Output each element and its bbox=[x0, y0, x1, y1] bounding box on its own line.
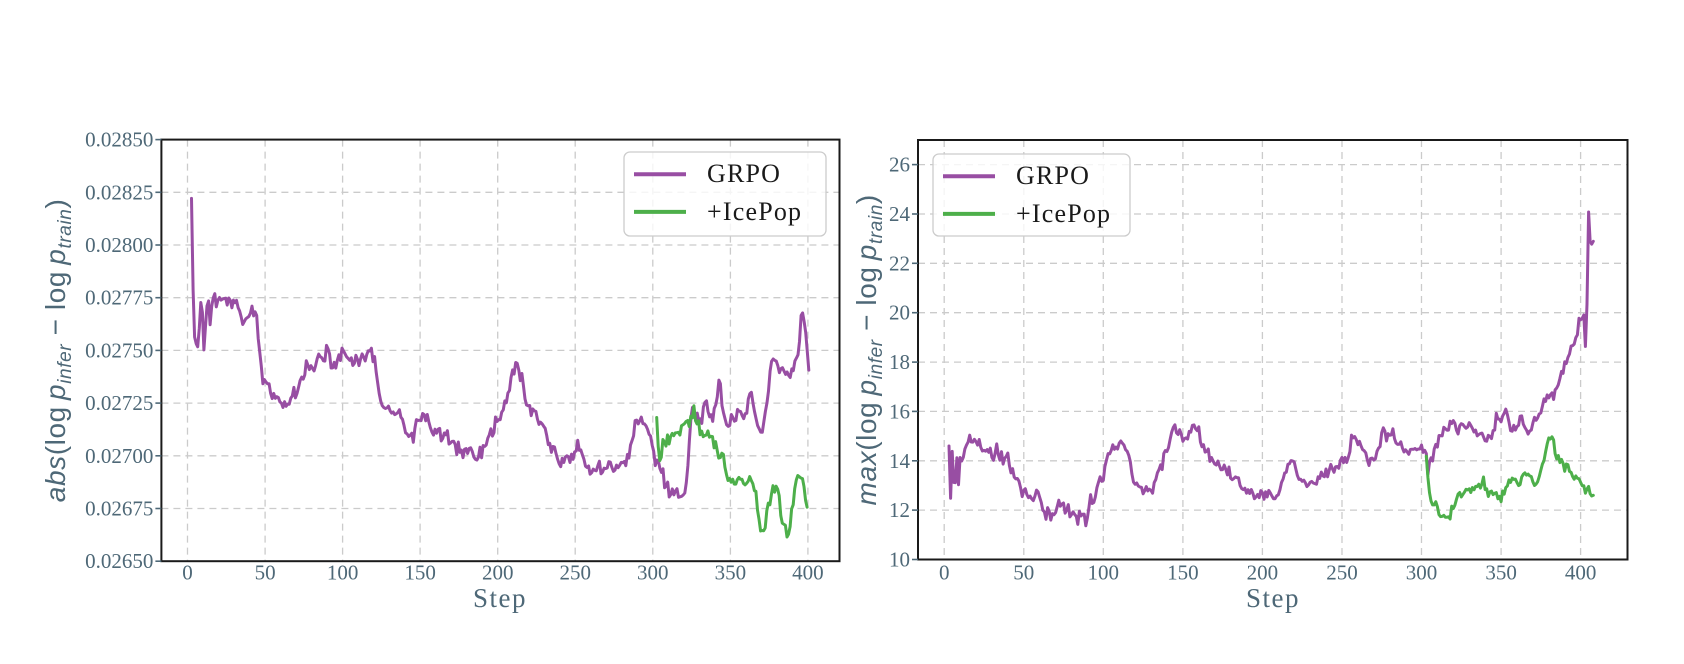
svg-text:0.02700: 0.02700 bbox=[85, 444, 153, 468]
svg-text:100: 100 bbox=[1088, 561, 1120, 585]
svg-text:250: 250 bbox=[559, 561, 591, 585]
svg-text:250: 250 bbox=[1326, 561, 1358, 585]
svg-text:100: 100 bbox=[327, 561, 359, 585]
svg-text:0.02750: 0.02750 bbox=[85, 338, 153, 362]
svg-text:50: 50 bbox=[1013, 561, 1034, 585]
svg-text:+IcePop: +IcePop bbox=[1016, 199, 1111, 228]
svg-text:0.02825: 0.02825 bbox=[85, 180, 153, 204]
svg-text:0.02850: 0.02850 bbox=[85, 128, 153, 152]
svg-text:350: 350 bbox=[1485, 561, 1517, 585]
svg-text:10: 10 bbox=[889, 548, 910, 572]
svg-text:350: 350 bbox=[715, 561, 747, 585]
svg-text:20: 20 bbox=[889, 301, 910, 325]
svg-text:150: 150 bbox=[1167, 561, 1199, 585]
svg-text:26: 26 bbox=[889, 153, 910, 177]
svg-text:300: 300 bbox=[1406, 561, 1438, 585]
svg-text:0.02725: 0.02725 bbox=[85, 391, 153, 415]
svg-text:16: 16 bbox=[889, 399, 910, 423]
svg-text:0: 0 bbox=[182, 561, 193, 585]
svg-text:12: 12 bbox=[889, 498, 910, 522]
svg-text:400: 400 bbox=[1565, 561, 1597, 585]
svg-text:0.02800: 0.02800 bbox=[85, 233, 153, 257]
svg-text:0.02775: 0.02775 bbox=[85, 286, 153, 310]
svg-text:+IcePop: +IcePop bbox=[707, 197, 802, 226]
svg-text:0: 0 bbox=[939, 561, 950, 585]
svg-text:50: 50 bbox=[255, 561, 276, 585]
svg-text:14: 14 bbox=[889, 449, 911, 473]
svg-text:abs(log pinfer − log ptrain): abs(log pinfer − log ptrain) bbox=[40, 199, 76, 503]
svg-text:GRPO: GRPO bbox=[1016, 161, 1090, 190]
svg-text:18: 18 bbox=[889, 350, 910, 374]
svg-text:200: 200 bbox=[482, 561, 514, 585]
svg-text:GRPO: GRPO bbox=[707, 159, 781, 188]
svg-text:300: 300 bbox=[637, 561, 669, 585]
svg-text:150: 150 bbox=[404, 561, 436, 585]
svg-text:22: 22 bbox=[889, 251, 910, 275]
svg-text:Step: Step bbox=[473, 583, 527, 613]
svg-text:200: 200 bbox=[1247, 561, 1279, 585]
svg-text:24: 24 bbox=[889, 202, 911, 226]
svg-text:max(log pinfer − log ptrain): max(log pinfer − log ptrain) bbox=[851, 194, 887, 505]
svg-text:0.02675: 0.02675 bbox=[85, 497, 153, 521]
svg-text:Step: Step bbox=[1246, 583, 1300, 613]
svg-text:0.02650: 0.02650 bbox=[85, 549, 153, 573]
svg-text:400: 400 bbox=[792, 561, 824, 585]
